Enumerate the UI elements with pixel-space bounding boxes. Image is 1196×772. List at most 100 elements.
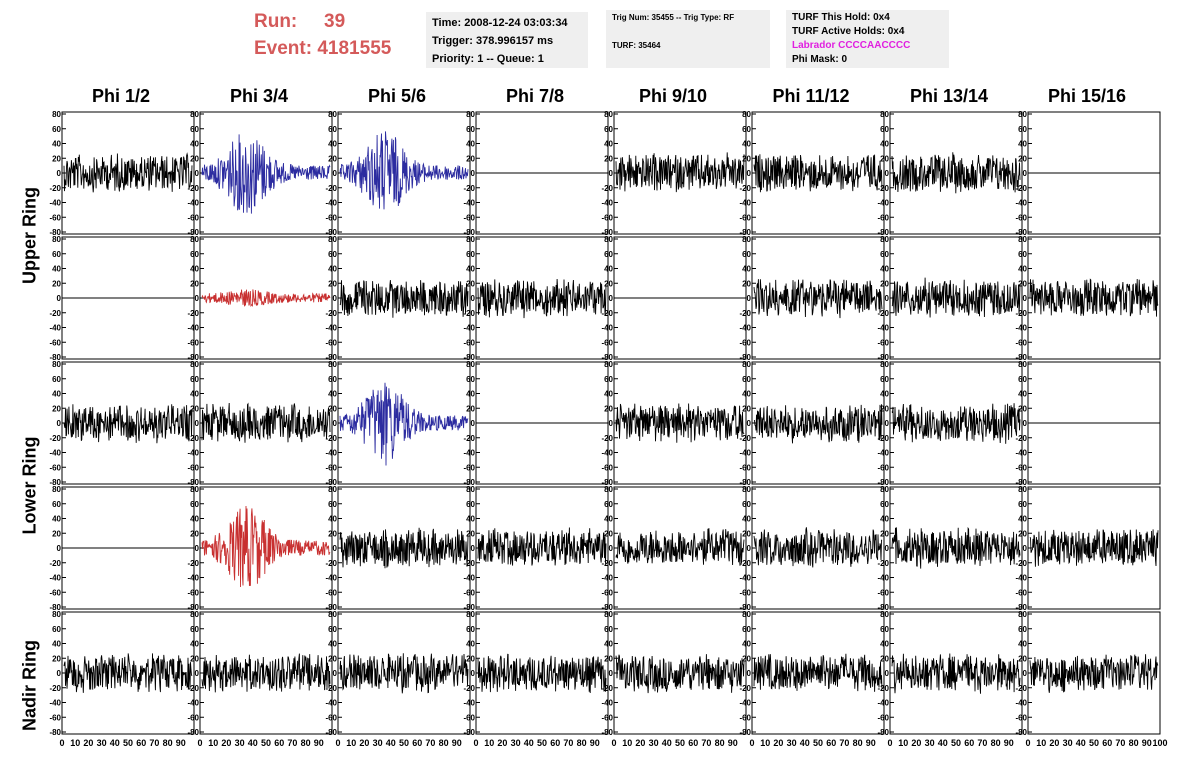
x-tick-label: 30	[373, 738, 383, 748]
y-tick-label: -80	[187, 228, 199, 237]
y-tick-label: 0	[57, 544, 62, 553]
y-tick-label: 80	[880, 610, 889, 619]
y-tick-label: 40	[604, 140, 613, 149]
y-tick-label: -60	[325, 713, 337, 722]
waveform-panel: 80 60 40 20 0 -20 -40 -60 -80	[49, 235, 195, 362]
y-tick-label: 20	[604, 279, 613, 288]
y-tick-label: -60	[325, 463, 337, 472]
y-tick-label: 0	[57, 169, 62, 178]
y-tick-label: 40	[742, 140, 751, 149]
waveform-trace	[891, 277, 1021, 318]
x-tick-label: 60	[1102, 738, 1112, 748]
y-tick-label: 0	[471, 169, 476, 178]
y-tick-label: 80	[742, 110, 751, 119]
y-tick-label: -80	[1015, 728, 1027, 737]
x-tick-label: 0	[473, 738, 478, 748]
y-tick-label: 40	[604, 390, 613, 399]
y-tick-label: 0	[333, 669, 338, 678]
y-tick-label: -60	[739, 588, 751, 597]
waveform-trace	[615, 403, 745, 443]
y-tick-label: -60	[49, 213, 61, 222]
y-tick-label: 0	[747, 669, 752, 678]
waveform-panel: 80 60 40 20 0 -20 -40 -60 -80	[325, 485, 471, 612]
y-tick-label: -40	[49, 324, 61, 333]
turf-active-text: TURF Active Holds: 0x4	[792, 26, 905, 37]
y-tick-label: 20	[604, 154, 613, 163]
y-tick-label: -80	[187, 603, 199, 612]
y-tick-label: 80	[604, 235, 613, 244]
y-tick-label: 80	[1018, 610, 1027, 619]
event-value: 4181555	[317, 38, 392, 59]
y-tick-label: -60	[601, 713, 613, 722]
waveform-panel: 80 60 40 20 0 -20 -40 -60 -80	[463, 485, 609, 612]
y-tick-label: -80	[877, 228, 889, 237]
x-tick-label: 0	[1025, 738, 1030, 748]
column-header-phi-5-6: Phi 5/6	[367, 86, 427, 106]
y-tick-label: 0	[57, 669, 62, 678]
x-tick-label: 30	[925, 738, 935, 748]
y-tick-label: 60	[190, 500, 199, 509]
y-tick-label: -20	[325, 434, 337, 443]
x-tick-label: 70	[1115, 738, 1125, 748]
y-tick-label: -40	[49, 574, 61, 583]
x-tick-label: 40	[248, 738, 258, 748]
y-tick-label: -80	[739, 478, 751, 487]
run-value: 39	[324, 11, 346, 32]
y-tick-label: 60	[880, 250, 889, 259]
x-tick-label: 10	[898, 738, 908, 748]
waveform-panel: 80 60 40 20 0 -20 -40 -60 -80	[187, 360, 333, 487]
waveform-panel: 80 60 40 20 0 -20 -40 -60 -80	[187, 485, 333, 612]
y-tick-label: -40	[1015, 699, 1027, 708]
x-tick-label: 70	[839, 738, 849, 748]
y-tick-label: -80	[187, 728, 199, 737]
waveform-trace	[339, 382, 469, 466]
x-tick-label: 50	[951, 738, 961, 748]
y-tick-label: 20	[466, 404, 475, 413]
y-tick-label: -60	[739, 713, 751, 722]
y-tick-label: -80	[1015, 603, 1027, 612]
y-tick-label: 80	[880, 110, 889, 119]
x-tick-label: 50	[1089, 738, 1099, 748]
waveform-panel: 80 60 40 20 0 -20 -40 -60 -80	[187, 610, 333, 737]
waveform-panel: 80 60 40 20 0 -20 -40 -60 -80	[601, 485, 747, 612]
y-tick-label: 40	[742, 390, 751, 399]
column-header-phi-3-4: Phi 3/4	[229, 86, 289, 106]
y-tick-label: -60	[325, 338, 337, 347]
y-tick-label: 40	[880, 140, 889, 149]
panel-frame	[889, 361, 1023, 485]
y-tick-label: -40	[187, 574, 199, 583]
y-tick-label: -80	[1015, 228, 1027, 237]
y-tick-label: -20	[49, 309, 61, 318]
event-label: Event:	[254, 38, 313, 59]
x-tick-label: 30	[511, 738, 521, 748]
y-tick-label: -60	[49, 713, 61, 722]
y-tick-label: 80	[190, 110, 199, 119]
y-tick-label: 80	[1018, 110, 1027, 119]
waveform-panel: 80 60 40 20 0 -20 -40 -60 -80	[877, 485, 1023, 612]
waveform-trace	[339, 527, 469, 569]
y-tick-label: 40	[742, 265, 751, 274]
y-tick-label: -40	[463, 449, 475, 458]
x-tick-label: 10	[208, 738, 218, 748]
y-tick-label: 40	[52, 265, 61, 274]
y-tick-label: 60	[880, 625, 889, 634]
y-tick-label: 20	[328, 529, 337, 538]
y-tick-label: -80	[739, 353, 751, 362]
y-tick-label: -40	[601, 699, 613, 708]
y-tick-label: 0	[747, 294, 752, 303]
y-tick-label: -60	[463, 713, 475, 722]
y-tick-label: -40	[49, 449, 61, 458]
time-text: Time: 2008-12-24 03:03:34	[432, 17, 568, 29]
y-tick-label: 0	[885, 294, 890, 303]
y-tick-label: -20	[601, 309, 613, 318]
y-tick-label: 60	[1018, 125, 1027, 134]
y-tick-label: -80	[1015, 478, 1027, 487]
waveform-trace	[891, 152, 1021, 194]
waveform-trace	[339, 280, 469, 318]
waveform-trace	[201, 653, 331, 693]
trigger-text: Trigger: 378.996157 ms	[432, 35, 554, 47]
y-tick-label: -40	[877, 699, 889, 708]
y-tick-label: 40	[466, 515, 475, 524]
y-tick-label: 40	[328, 140, 337, 149]
y-tick-label: 0	[333, 169, 338, 178]
